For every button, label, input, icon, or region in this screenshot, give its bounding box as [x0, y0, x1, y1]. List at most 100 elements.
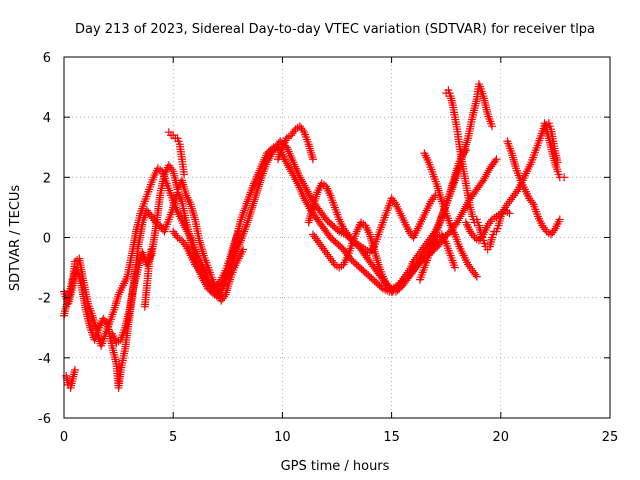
data-point [428, 231, 437, 240]
data-point [303, 200, 312, 209]
data-point [399, 274, 408, 283]
data-point [198, 270, 207, 279]
data-point [393, 282, 402, 291]
data-point [169, 227, 178, 236]
data-point [391, 284, 400, 293]
data-point [284, 163, 293, 172]
data-point [413, 251, 422, 260]
data-point [172, 231, 181, 240]
data-point [234, 227, 243, 236]
data-point [453, 218, 462, 227]
data-point [324, 252, 333, 261]
data-point [239, 245, 248, 254]
data-point [100, 316, 109, 325]
data-point [170, 229, 179, 238]
data-point [167, 165, 176, 174]
data-point [429, 229, 438, 238]
x-tick-label: 5 [169, 430, 177, 445]
y-tick-label: 4 [43, 111, 51, 126]
data-point [320, 246, 329, 255]
data-point [511, 189, 520, 198]
data-point [405, 227, 414, 236]
data-point [304, 189, 313, 198]
data-point [288, 129, 297, 138]
data-point [302, 198, 311, 207]
y-axis-ticks: -6 -4 -2 0 2 4 6 [38, 51, 610, 427]
data-point [471, 270, 480, 279]
data-point [466, 227, 475, 236]
data-point [199, 272, 208, 281]
data-point [306, 193, 315, 202]
data-point [265, 154, 274, 163]
data-point [505, 197, 514, 206]
data-point [308, 230, 317, 239]
data-point [147, 245, 156, 254]
series-arc-7 [169, 227, 243, 290]
series-arc-15 [461, 206, 514, 245]
data-point [264, 156, 273, 165]
data-point [298, 126, 307, 135]
data-point [298, 177, 307, 186]
data-point [317, 242, 326, 251]
data-point [481, 172, 490, 181]
data-point [305, 191, 314, 200]
data-point [220, 292, 229, 301]
data-point [322, 248, 331, 257]
data-point [384, 283, 393, 292]
data-point [506, 195, 515, 204]
series-arc-5 [140, 245, 156, 311]
data-point [99, 314, 108, 323]
y-tick-label: 6 [43, 51, 51, 66]
data-point [180, 170, 189, 179]
data-point [479, 176, 488, 185]
data-point [295, 173, 304, 182]
data-point [102, 318, 111, 327]
data-point [343, 230, 352, 239]
data-point [454, 216, 463, 225]
data-point [491, 157, 500, 166]
data-point [389, 196, 398, 205]
data-point [450, 263, 459, 272]
data-point [342, 228, 351, 237]
data-point [415, 249, 424, 258]
data-point [387, 194, 396, 203]
x-axis-title: GPS time / hours [281, 459, 390, 474]
series-arc-4 [108, 161, 248, 347]
data-point [142, 206, 151, 215]
data-point [195, 266, 204, 275]
data-point [538, 221, 547, 230]
x-tick-label: 10 [274, 430, 291, 445]
data-point [314, 238, 323, 247]
data-point [308, 155, 317, 164]
data-point [296, 175, 305, 184]
data-point [303, 187, 312, 196]
data-point [539, 223, 548, 232]
data-point [287, 131, 296, 140]
data-point [295, 122, 304, 131]
data-point [468, 266, 477, 275]
data-point [419, 243, 428, 252]
data-point [148, 214, 157, 223]
data-point [300, 194, 309, 203]
data-point [492, 155, 501, 164]
data-point [402, 270, 411, 279]
data-point [144, 208, 153, 217]
series-arc-13 [415, 230, 459, 284]
data-point [316, 240, 325, 249]
data-point [192, 262, 201, 271]
data-point [426, 197, 435, 206]
data-point [390, 198, 399, 207]
data-point [461, 146, 470, 155]
data-point [525, 194, 534, 203]
data-point [156, 221, 165, 230]
data-point [263, 158, 272, 167]
data-point [429, 193, 438, 202]
data-point [212, 281, 221, 290]
data-point [313, 236, 322, 245]
y-tick-label: -4 [38, 352, 51, 367]
data-point [267, 150, 276, 159]
data-point [157, 223, 166, 232]
data-point [302, 185, 311, 194]
data-point [323, 250, 332, 259]
data-point [464, 260, 473, 269]
